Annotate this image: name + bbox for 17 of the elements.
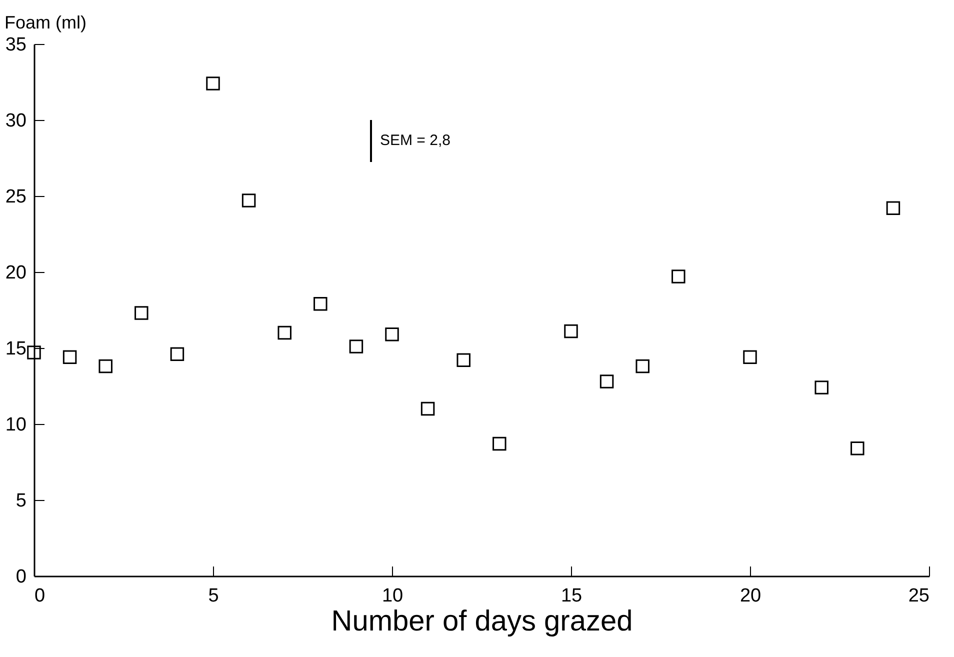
x-tick-label: 10 [382,586,404,606]
y-axis-title: Foam (ml) [4,12,86,32]
x-tick-label: 5 [208,586,219,606]
y-tick-label: 35 [5,34,26,56]
x-tick-label: 0 [34,586,46,606]
y-tick-label: 10 [5,414,26,436]
y-tick-label: 30 [5,110,26,132]
y-tick-label: 20 [5,262,26,284]
y-tick-label: 25 [5,186,26,208]
annotation: SEM = 2,8 [380,132,450,149]
x-tick-label: 20 [740,586,762,606]
y-tick-label: 0 [16,566,26,588]
x-tick-label: 25 [908,586,930,606]
y-tick-label: 15 [5,338,26,360]
x-axis-title: Number of days grazed [331,606,633,638]
y-tick-label: 5 [16,490,26,512]
x-tick-label: 15 [560,586,582,606]
